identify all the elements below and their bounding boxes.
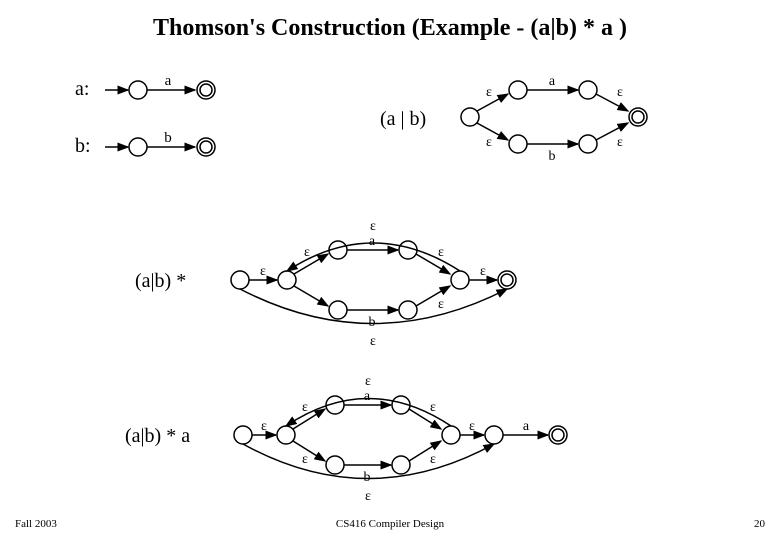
svg-text:ε: ε [486, 135, 492, 150]
footer-center: CS416 Compiler Design [0, 518, 780, 530]
svg-text:a: a [523, 419, 530, 434]
label-abstar: (a|b) * [135, 270, 186, 293]
svg-text:ε: ε [365, 489, 371, 504]
svg-text:ε: ε [469, 419, 475, 434]
diagram-a: a [100, 70, 250, 110]
edge-label-a: a [165, 73, 172, 89]
footer-right: 20 [754, 518, 765, 530]
svg-text:a: a [549, 74, 556, 89]
edge-label-b: b [164, 130, 172, 146]
svg-text:ε: ε [261, 419, 267, 434]
svg-text:ε: ε [430, 400, 436, 415]
svg-text:ε: ε [480, 264, 486, 279]
svg-text:b: b [369, 315, 376, 330]
label-ab: (a | b) [380, 108, 426, 131]
label-b: b: [75, 135, 91, 158]
svg-text:ε: ε [302, 400, 308, 415]
svg-text:a: a [369, 234, 376, 249]
svg-text:a: a [364, 389, 371, 404]
diagram-abstara: ε ε a ε ε b ε ε ε ε a [218, 365, 648, 505]
svg-text:ε: ε [302, 452, 308, 467]
svg-text:ε: ε [617, 85, 623, 100]
svg-text:ε: ε [438, 245, 444, 260]
svg-text:ε: ε [617, 135, 623, 150]
diagram-abstar: ε ε a ε b ε ε ε ε [215, 210, 565, 350]
svg-text:ε: ε [370, 334, 376, 349]
svg-text:ε: ε [438, 297, 444, 312]
svg-text:ε: ε [486, 85, 492, 100]
svg-text:b: b [549, 149, 556, 164]
page-title: Thomson's Construction (Example - (a|b) … [0, 15, 780, 42]
svg-text:b: b [364, 470, 371, 485]
label-abstara: (a|b) * a [125, 425, 190, 448]
svg-text:ε: ε [365, 374, 371, 389]
svg-text:ε: ε [430, 452, 436, 467]
svg-text:ε: ε [260, 264, 266, 279]
label-a: a: [75, 78, 89, 101]
svg-text:ε: ε [370, 219, 376, 234]
diagram-ab: ε a ε ε b ε [440, 67, 740, 167]
diagram-b: b [100, 127, 250, 167]
